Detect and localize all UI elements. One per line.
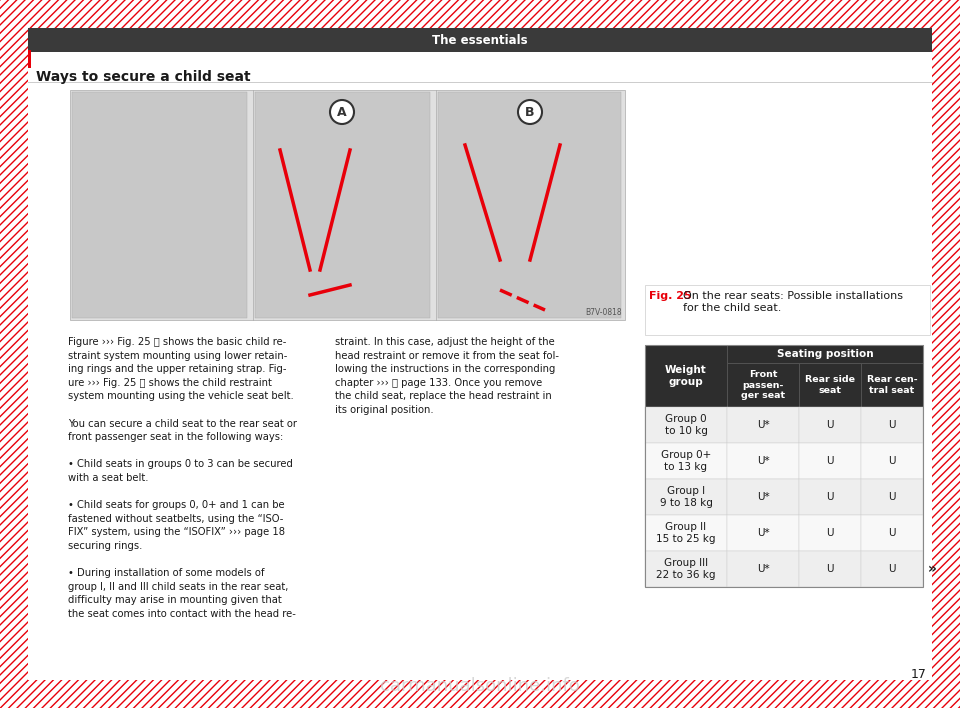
Bar <box>255 92 430 318</box>
Text: Group II
15 to 25 kg: Group II 15 to 25 kg <box>657 523 716 544</box>
Bar <box>70 90 625 320</box>
Bar <box>438 92 621 318</box>
Bar <box>645 345 923 587</box>
Text: U: U <box>888 528 896 538</box>
Bar <box>645 479 727 515</box>
Text: U: U <box>888 456 896 466</box>
Text: U*: U* <box>756 528 769 538</box>
Bar <box>28 50 31 68</box>
Text: Seating position: Seating position <box>777 349 874 359</box>
Bar <box>727 407 799 443</box>
Bar <box>645 551 727 587</box>
Circle shape <box>330 100 354 124</box>
Text: U*: U* <box>756 456 769 466</box>
Text: Rear cen-
tral seat: Rear cen- tral seat <box>867 375 918 394</box>
Bar <box>645 515 727 551</box>
Bar <box>727 363 799 407</box>
Text: The essentials: The essentials <box>432 33 528 47</box>
Text: Fig. 25: Fig. 25 <box>649 291 691 301</box>
Bar <box>799 551 861 587</box>
Text: U: U <box>888 420 896 430</box>
Bar <box>861 515 923 551</box>
Bar <box>861 551 923 587</box>
Bar <box>727 443 799 479</box>
Text: U: U <box>827 528 833 538</box>
Text: Group 0+
to 13 kg: Group 0+ to 13 kg <box>660 450 711 472</box>
Bar <box>645 407 727 443</box>
Text: straint. In this case, adjust the height of the
head restraint or remove it from: straint. In this case, adjust the height… <box>335 337 559 415</box>
Text: Rear side
seat: Rear side seat <box>805 375 855 394</box>
Text: U*: U* <box>756 492 769 502</box>
Text: Weight
group: Weight group <box>665 365 707 387</box>
Text: B7V-0818: B7V-0818 <box>586 308 622 317</box>
Text: 17: 17 <box>911 668 927 680</box>
Bar <box>799 443 861 479</box>
Bar <box>727 551 799 587</box>
Text: U: U <box>888 564 896 574</box>
Text: Ways to secure a child seat: Ways to secure a child seat <box>36 70 251 84</box>
Text: Group III
22 to 36 kg: Group III 22 to 36 kg <box>657 558 716 580</box>
Bar <box>727 479 799 515</box>
Text: U: U <box>827 420 833 430</box>
Text: U: U <box>827 456 833 466</box>
Bar <box>645 285 930 335</box>
Text: »: » <box>928 562 937 576</box>
Bar <box>727 345 923 363</box>
Bar <box>645 345 727 407</box>
Bar <box>645 443 727 479</box>
Bar <box>861 363 923 407</box>
Text: carmanualsonline.info: carmanualsonline.info <box>380 677 580 695</box>
Bar <box>861 407 923 443</box>
Text: U: U <box>827 492 833 502</box>
Text: Front
passen-
ger seat: Front passen- ger seat <box>741 370 785 400</box>
Text: U*: U* <box>756 420 769 430</box>
Text: U: U <box>888 492 896 502</box>
Bar <box>799 363 861 407</box>
Bar <box>861 479 923 515</box>
Text: Figure ››› Fig. 25 Ⓐ shows the basic child re-
straint system mounting using low: Figure ››› Fig. 25 Ⓐ shows the basic chi… <box>68 337 297 619</box>
Text: U: U <box>827 564 833 574</box>
Text: On the rear seats: Possible installations
for the child seat.: On the rear seats: Possible installation… <box>683 291 903 313</box>
Bar <box>727 515 799 551</box>
Text: Group 0
to 10 kg: Group 0 to 10 kg <box>664 414 708 436</box>
Text: U*: U* <box>756 564 769 574</box>
Bar <box>799 479 861 515</box>
Bar <box>799 407 861 443</box>
Bar <box>861 443 923 479</box>
Circle shape <box>518 100 542 124</box>
Bar <box>799 515 861 551</box>
Bar <box>28 28 932 52</box>
Text: Group I
9 to 18 kg: Group I 9 to 18 kg <box>660 486 712 508</box>
Text: A: A <box>337 105 347 118</box>
Text: B: B <box>525 105 535 118</box>
Bar <box>72 92 247 318</box>
